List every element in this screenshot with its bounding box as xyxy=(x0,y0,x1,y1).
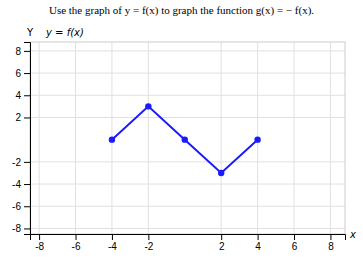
x-tick: -2 xyxy=(144,234,153,252)
grid-line-x xyxy=(294,42,295,234)
y-tick: 2 xyxy=(15,112,30,123)
y-tick-mark xyxy=(24,206,30,207)
x-tick-label: 2 xyxy=(219,241,225,252)
y-tick-mark xyxy=(24,184,30,185)
x-tick-label: 6 xyxy=(292,241,298,252)
y-tick-mark xyxy=(24,162,30,163)
plot-frame xyxy=(30,42,345,234)
grid-line-x xyxy=(221,42,222,234)
y-axis: -8 -6 -4 -2 2 4 6 8 xyxy=(12,43,30,235)
grid-line-y xyxy=(30,228,345,229)
x-tick-mark xyxy=(330,234,331,240)
grid-line-y xyxy=(30,50,345,51)
chart: Use the graph of y = f(x) to graph the f… xyxy=(0,0,363,258)
point xyxy=(109,136,115,142)
y-tick-label: -6 xyxy=(12,201,21,212)
x-tick-mark xyxy=(148,234,149,240)
y-tick-label: -8 xyxy=(12,223,21,234)
y-tick: -6 xyxy=(12,201,30,212)
grid-line-y xyxy=(30,95,345,96)
y-tick-label: 2 xyxy=(15,112,21,123)
x-axis: -8 -6 -4 -2 2 4 6 8 xyxy=(31,234,346,252)
y-tick-mark xyxy=(24,95,30,96)
y-tick-label: 6 xyxy=(15,68,21,79)
y-tick: 6 xyxy=(15,68,30,79)
x-tick: -4 xyxy=(108,234,117,252)
grid xyxy=(30,42,345,234)
x-tick: -6 xyxy=(72,234,81,252)
y-tick-label: -4 xyxy=(12,179,21,190)
x-tick-mark xyxy=(112,234,113,240)
y-tick: -8 xyxy=(12,223,30,234)
y-tick-mark xyxy=(24,51,30,52)
point xyxy=(145,103,151,109)
grid-line-x xyxy=(148,42,149,234)
grid-line-y xyxy=(30,206,345,207)
grid-line-y xyxy=(30,73,345,74)
x-tick-mark xyxy=(76,234,77,240)
x-tick-label: 4 xyxy=(255,241,261,252)
x-tick-mark xyxy=(258,234,259,240)
data-marks xyxy=(109,103,261,176)
x-tick: 8 xyxy=(328,234,334,252)
x-tick-mark xyxy=(294,234,295,240)
y-axis-line xyxy=(24,43,31,235)
point xyxy=(218,170,224,176)
x-tick-label: -8 xyxy=(35,241,44,252)
x-tick-label: -6 xyxy=(72,241,81,252)
grid-line-y xyxy=(30,161,345,162)
x-axis-label: x xyxy=(349,229,356,240)
grid-line-y xyxy=(30,117,345,118)
y-tick-label: -2 xyxy=(12,157,21,168)
plot: -8 -6 -4 -2 2 4 6 8 -8 -6 -4 -2 2 4 6 8 xyxy=(12,42,345,252)
point xyxy=(254,136,260,142)
y-tick-mark xyxy=(24,228,30,229)
point xyxy=(182,136,188,142)
line xyxy=(112,106,258,173)
y-tick: 8 xyxy=(15,46,30,57)
y-tick-mark xyxy=(24,73,30,74)
x-axis-line xyxy=(31,235,346,241)
x-tick: 4 xyxy=(255,234,261,252)
x-tick-mark xyxy=(39,234,40,240)
grid-line-x xyxy=(39,42,40,234)
grid-line-x xyxy=(75,42,76,234)
x-tick-label: -2 xyxy=(144,241,153,252)
grid-line-y xyxy=(30,184,345,185)
x-tick: 6 xyxy=(292,234,298,252)
y-tick: 4 xyxy=(15,90,30,101)
x-tick: -8 xyxy=(35,234,44,252)
subtitle: y = f(x) xyxy=(45,27,84,38)
x-tick-mark xyxy=(221,234,222,240)
x-tick-label: 8 xyxy=(328,241,334,252)
y-tick-mark xyxy=(24,117,30,118)
y-axis-label: Y xyxy=(26,27,34,38)
grid-line-x xyxy=(330,42,331,234)
x-tick-label: -4 xyxy=(108,241,117,252)
title: Use the graph of y = f(x) to graph the f… xyxy=(49,4,314,17)
x-tick: 2 xyxy=(219,234,225,252)
y-tick: -2 xyxy=(12,157,30,168)
y-tick-label: 4 xyxy=(15,90,21,101)
y-tick-label: 8 xyxy=(15,46,21,57)
y-tick: -4 xyxy=(12,179,30,190)
